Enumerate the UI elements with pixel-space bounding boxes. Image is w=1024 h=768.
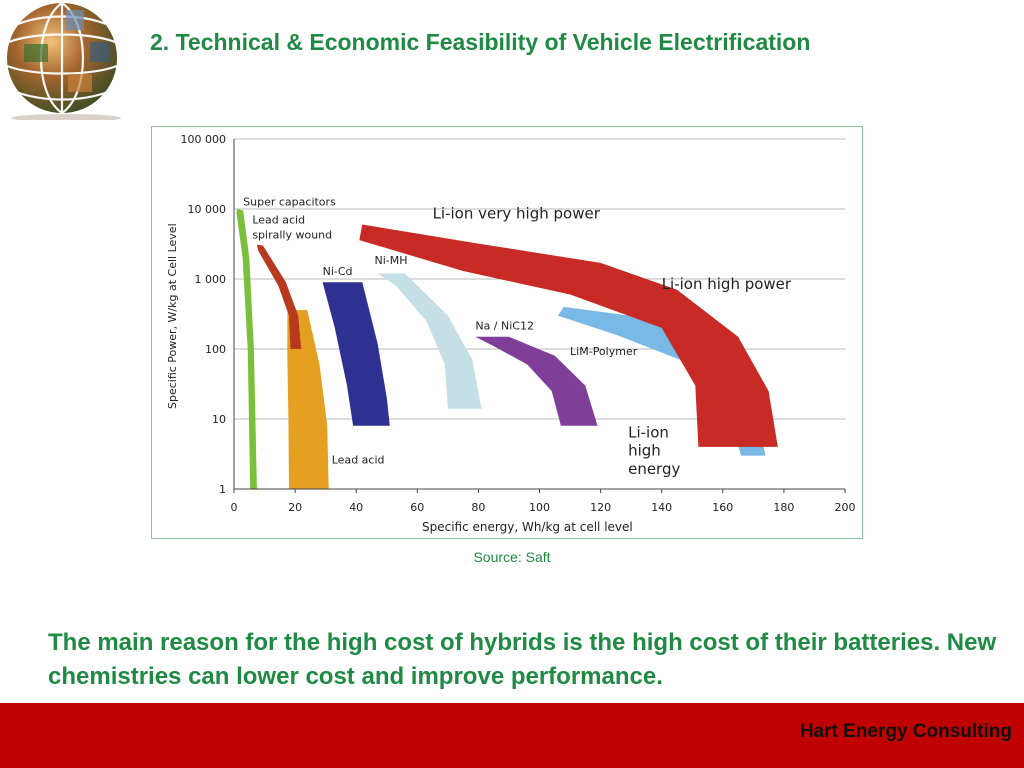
y-tick-label: 100 <box>205 343 226 356</box>
y-tick-label: 10 <box>212 413 226 426</box>
x-axis-label: Specific energy, Wh/kg at cell level <box>422 520 633 534</box>
x-tick-label: 60 <box>410 501 424 514</box>
region-label: Lead acid <box>332 454 385 467</box>
region-super-capacitors <box>236 209 257 489</box>
y-axis-label: Specific Power, W/kg at Cell Level <box>166 223 179 409</box>
region-label: energy <box>628 460 680 478</box>
region-ni-mh <box>377 273 482 409</box>
region-label: Li-ion <box>628 424 669 442</box>
x-tick-label: 100 <box>529 501 550 514</box>
x-tick-label: 140 <box>651 501 672 514</box>
region-label: LiM-Polymer <box>570 345 638 358</box>
region-li-ion <box>359 224 778 447</box>
chart-regions <box>236 209 778 489</box>
region-label: Super capacitors <box>243 196 336 209</box>
footer-bar: Hart Energy Consulting <box>0 703 1024 768</box>
x-tick-label: 0 <box>231 501 238 514</box>
x-tick-label: 20 <box>288 501 302 514</box>
x-tick-label: 200 <box>835 501 856 514</box>
region-lead-acid <box>287 310 329 489</box>
chart-axes: 1 10 100 1 000 10 000 100 000 0 20 40 60 80 100 120 1… <box>181 133 856 514</box>
y-tick-label: 10 000 <box>188 203 227 216</box>
y-tick-label: 1 <box>219 483 226 496</box>
region-label: spirally wound <box>252 228 332 241</box>
key-message: The main reason for the high cost of hyb… <box>48 629 997 690</box>
source-note: Source: Saft <box>473 549 551 565</box>
x-tick-label: 160 <box>712 501 733 514</box>
region-ni-cd <box>322 282 390 426</box>
chart-frame: 1 10 100 1 000 10 000 100 000 0 20 40 60 80 100 120 1… <box>151 126 863 539</box>
region-lead-acid-spirally-wound <box>256 244 302 349</box>
region-label: Ni-Cd <box>323 265 353 278</box>
region-label: Ni-MH <box>375 254 408 267</box>
region-label: high <box>628 442 661 460</box>
region-label: Lead acid <box>252 214 305 227</box>
battery-ragone-chart: 1 10 100 1 000 10 000 100 000 0 20 40 60 80 100 120 1… <box>166 133 856 534</box>
page-title: 2. Technical & Economic Feasibility of V… <box>150 29 811 55</box>
logo <box>4 2 122 122</box>
x-tick-label: 180 <box>773 501 794 514</box>
x-tick-label: 120 <box>590 501 611 514</box>
region-label: Na / NiC12 <box>475 319 534 332</box>
globe-photo-collage-icon <box>6 2 121 122</box>
region-label: Li-ion high power <box>662 275 792 293</box>
company-name: Hart Energy Consulting <box>799 721 1012 742</box>
y-tick-label: 1 000 <box>195 273 227 286</box>
region-label: Li-ion very high power <box>433 205 601 223</box>
region-na-nicl2 <box>475 336 598 426</box>
y-tick-label: 100 000 <box>181 133 227 146</box>
x-tick-label: 80 <box>471 501 485 514</box>
x-tick-label: 40 <box>349 501 363 514</box>
